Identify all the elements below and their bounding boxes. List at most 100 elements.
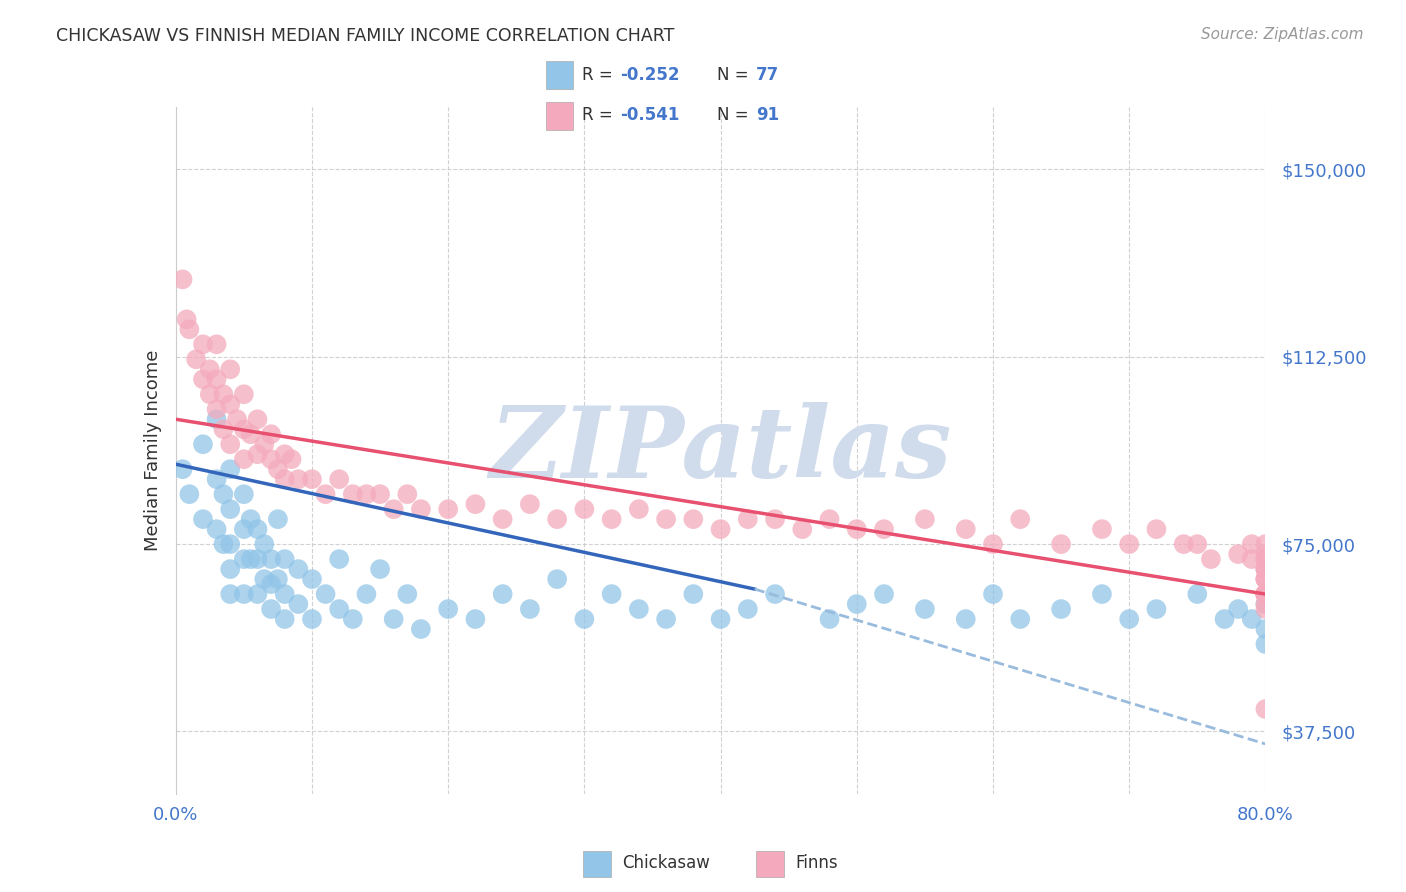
- Point: [356, 487, 378, 501]
- Bar: [546, 62, 572, 89]
- Point: [253, 572, 276, 586]
- Point: [1254, 702, 1277, 716]
- Point: [315, 487, 337, 501]
- Point: [818, 512, 841, 526]
- Point: [219, 397, 242, 411]
- Point: [219, 462, 242, 476]
- Text: Chickasaw: Chickasaw: [623, 854, 710, 872]
- Point: [492, 587, 515, 601]
- Point: [873, 522, 896, 536]
- Point: [1144, 602, 1167, 616]
- Text: -0.252: -0.252: [620, 66, 679, 84]
- Point: [1254, 602, 1277, 616]
- Point: [1173, 537, 1195, 551]
- Point: [981, 587, 1004, 601]
- Point: [301, 472, 323, 486]
- Point: [1050, 602, 1073, 616]
- Point: [253, 537, 276, 551]
- Point: [205, 337, 228, 351]
- Point: [1254, 562, 1277, 576]
- Point: [246, 587, 269, 601]
- Point: [818, 612, 841, 626]
- Point: [464, 497, 486, 511]
- Point: [546, 512, 568, 526]
- Point: [191, 337, 214, 351]
- Point: [232, 422, 254, 436]
- Point: [464, 612, 486, 626]
- Point: [198, 387, 221, 401]
- Point: [1254, 552, 1277, 566]
- Point: [239, 552, 262, 566]
- Point: [409, 622, 432, 636]
- Point: [368, 562, 391, 576]
- Point: [219, 502, 242, 516]
- Point: [191, 437, 214, 451]
- Point: [260, 577, 283, 591]
- Point: [1254, 547, 1277, 561]
- Point: [267, 462, 290, 476]
- Point: [396, 587, 419, 601]
- Point: [1254, 587, 1277, 601]
- Point: [219, 362, 242, 376]
- Point: [274, 472, 297, 486]
- Point: [328, 602, 350, 616]
- Point: [382, 612, 405, 626]
- Point: [205, 372, 228, 386]
- Point: [274, 587, 297, 601]
- Point: [1187, 537, 1209, 551]
- Point: [1254, 572, 1277, 586]
- Point: [328, 472, 350, 486]
- Point: [737, 602, 759, 616]
- Point: [437, 602, 460, 616]
- Point: [1227, 602, 1250, 616]
- Point: [1254, 637, 1277, 651]
- Point: [519, 602, 541, 616]
- Point: [1227, 547, 1250, 561]
- Point: [198, 362, 221, 376]
- Point: [274, 552, 297, 566]
- Point: [574, 612, 596, 626]
- Point: [1118, 537, 1140, 551]
- Point: [212, 487, 235, 501]
- Point: [1010, 612, 1032, 626]
- Point: [246, 447, 269, 461]
- Point: [1254, 622, 1277, 636]
- Point: [232, 452, 254, 467]
- Point: [1187, 587, 1209, 601]
- Point: [1213, 612, 1236, 626]
- Point: [226, 412, 249, 426]
- Point: [232, 552, 254, 566]
- Point: [682, 512, 704, 526]
- Point: [1091, 587, 1114, 601]
- Point: [368, 487, 391, 501]
- Point: [914, 512, 936, 526]
- Text: 91: 91: [756, 106, 779, 124]
- Point: [239, 427, 262, 442]
- Point: [253, 437, 276, 451]
- Point: [172, 462, 194, 476]
- Point: [737, 512, 759, 526]
- Point: [1240, 612, 1263, 626]
- Point: [246, 412, 269, 426]
- Point: [246, 552, 269, 566]
- Point: [1254, 587, 1277, 601]
- Point: [519, 497, 541, 511]
- Point: [219, 587, 242, 601]
- Point: [260, 552, 283, 566]
- Text: Source: ZipAtlas.com: Source: ZipAtlas.com: [1201, 27, 1364, 42]
- Text: Finns: Finns: [796, 854, 838, 872]
- Point: [492, 512, 515, 526]
- Point: [1254, 587, 1277, 601]
- Point: [845, 597, 868, 611]
- Point: [382, 502, 405, 516]
- Point: [546, 572, 568, 586]
- Point: [287, 597, 309, 611]
- Point: [1254, 552, 1277, 566]
- Text: -0.541: -0.541: [620, 106, 679, 124]
- Point: [1254, 562, 1277, 576]
- Point: [212, 537, 235, 551]
- Point: [267, 572, 290, 586]
- Point: [600, 512, 623, 526]
- Bar: [756, 851, 785, 877]
- Text: CHICKASAW VS FINNISH MEDIAN FAMILY INCOME CORRELATION CHART: CHICKASAW VS FINNISH MEDIAN FAMILY INCOM…: [56, 27, 675, 45]
